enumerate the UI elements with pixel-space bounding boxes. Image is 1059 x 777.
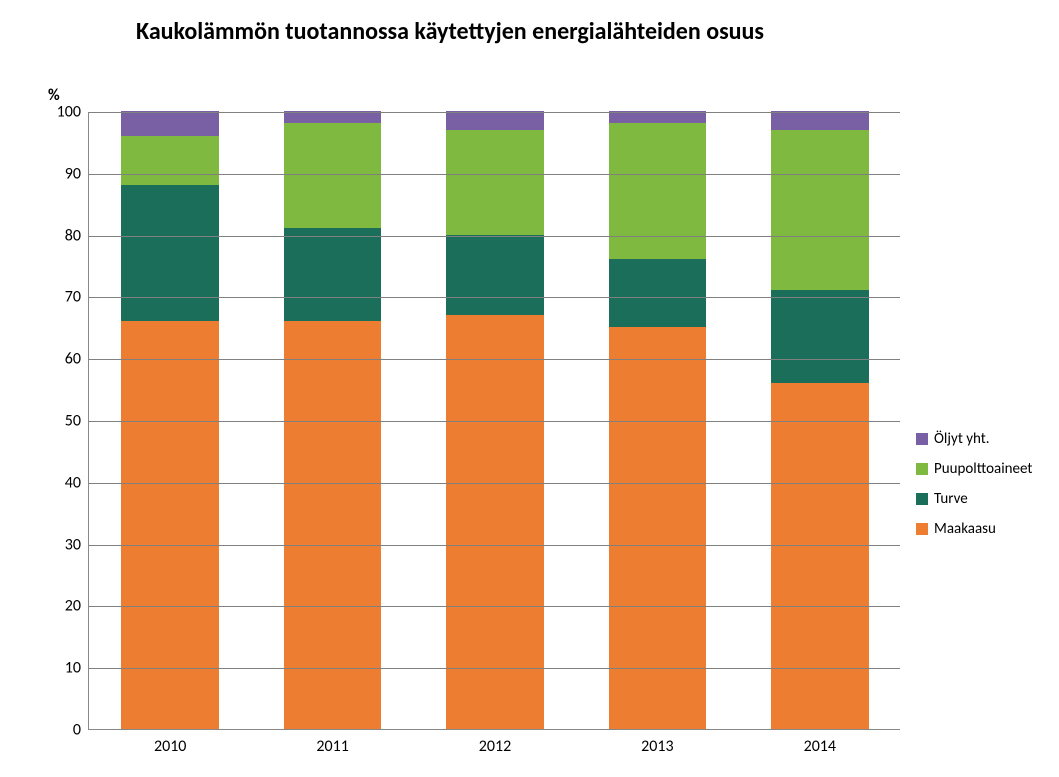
bar-segment-oljyt	[446, 111, 543, 130]
x-tick-label: 2012	[479, 729, 511, 756]
legend: Öljyt yht. Puupolttoaineet Turve Maakaasu	[916, 430, 1032, 550]
y-tick-label: 0	[73, 721, 89, 740]
legend-label: Maakaasu	[934, 520, 996, 538]
gridline	[89, 236, 900, 237]
bar-segment-turve	[771, 290, 868, 383]
bar-segment-turve	[121, 185, 218, 321]
y-tick-label: 50	[65, 412, 89, 431]
gridline	[89, 112, 900, 113]
x-tick-label: 2011	[316, 729, 348, 756]
gridline	[89, 359, 900, 360]
bar-segment-oljyt	[121, 111, 218, 136]
gridline	[89, 174, 900, 175]
legend-item-maakaasu: Maakaasu	[916, 520, 1032, 538]
bar-segment-puupolttoaineet	[609, 123, 706, 259]
legend-label: Puupolttoaineet	[934, 460, 1032, 478]
gridline	[89, 297, 900, 298]
gridline	[89, 668, 900, 669]
gridline	[89, 545, 900, 546]
y-tick-label: 30	[65, 535, 89, 554]
legend-swatch	[916, 463, 928, 475]
bar-segment-puupolttoaineet	[446, 130, 543, 235]
plot-area: 0102030405060708090100201020112012201320…	[88, 112, 900, 730]
gridline	[89, 421, 900, 422]
gridline	[89, 606, 900, 607]
y-tick-label: 80	[65, 226, 89, 245]
bar-segment-puupolttoaineet	[284, 123, 381, 228]
bar-segment-oljyt	[771, 111, 868, 130]
bar-segment-turve	[446, 235, 543, 315]
x-tick-label: 2010	[154, 729, 186, 756]
chart-container: Kaukolämmön tuotannossa käytettyjen ener…	[0, 0, 1059, 777]
bar-segment-turve	[284, 228, 381, 321]
legend-item-turve: Turve	[916, 490, 1032, 508]
legend-label: Öljyt yht.	[934, 430, 990, 448]
gridline	[89, 483, 900, 484]
bar-segment-puupolttoaineet	[771, 130, 868, 291]
legend-swatch	[916, 493, 928, 505]
bar-segment-maakaasu	[446, 315, 543, 729]
legend-swatch	[916, 433, 928, 445]
y-tick-label: 40	[65, 473, 89, 492]
x-tick-label: 2014	[804, 729, 836, 756]
legend-swatch	[916, 523, 928, 535]
bar-segment-turve	[609, 259, 706, 327]
x-tick-label: 2013	[641, 729, 673, 756]
y-tick-label: 20	[65, 597, 89, 616]
y-tick-label: 10	[65, 659, 89, 678]
legend-item-puupolttoaineet: Puupolttoaineet	[916, 460, 1032, 478]
y-tick-label: 100	[57, 103, 89, 122]
bar-segment-maakaasu	[771, 383, 868, 729]
chart-title: Kaukolämmön tuotannossa käytettyjen ener…	[0, 18, 900, 46]
y-tick-label: 70	[65, 288, 89, 307]
y-tick-label: 60	[65, 350, 89, 369]
y-tick-label: 90	[65, 164, 89, 183]
legend-label: Turve	[934, 490, 968, 508]
bar-segment-puupolttoaineet	[121, 136, 218, 185]
legend-item-oljyt: Öljyt yht.	[916, 430, 1032, 448]
